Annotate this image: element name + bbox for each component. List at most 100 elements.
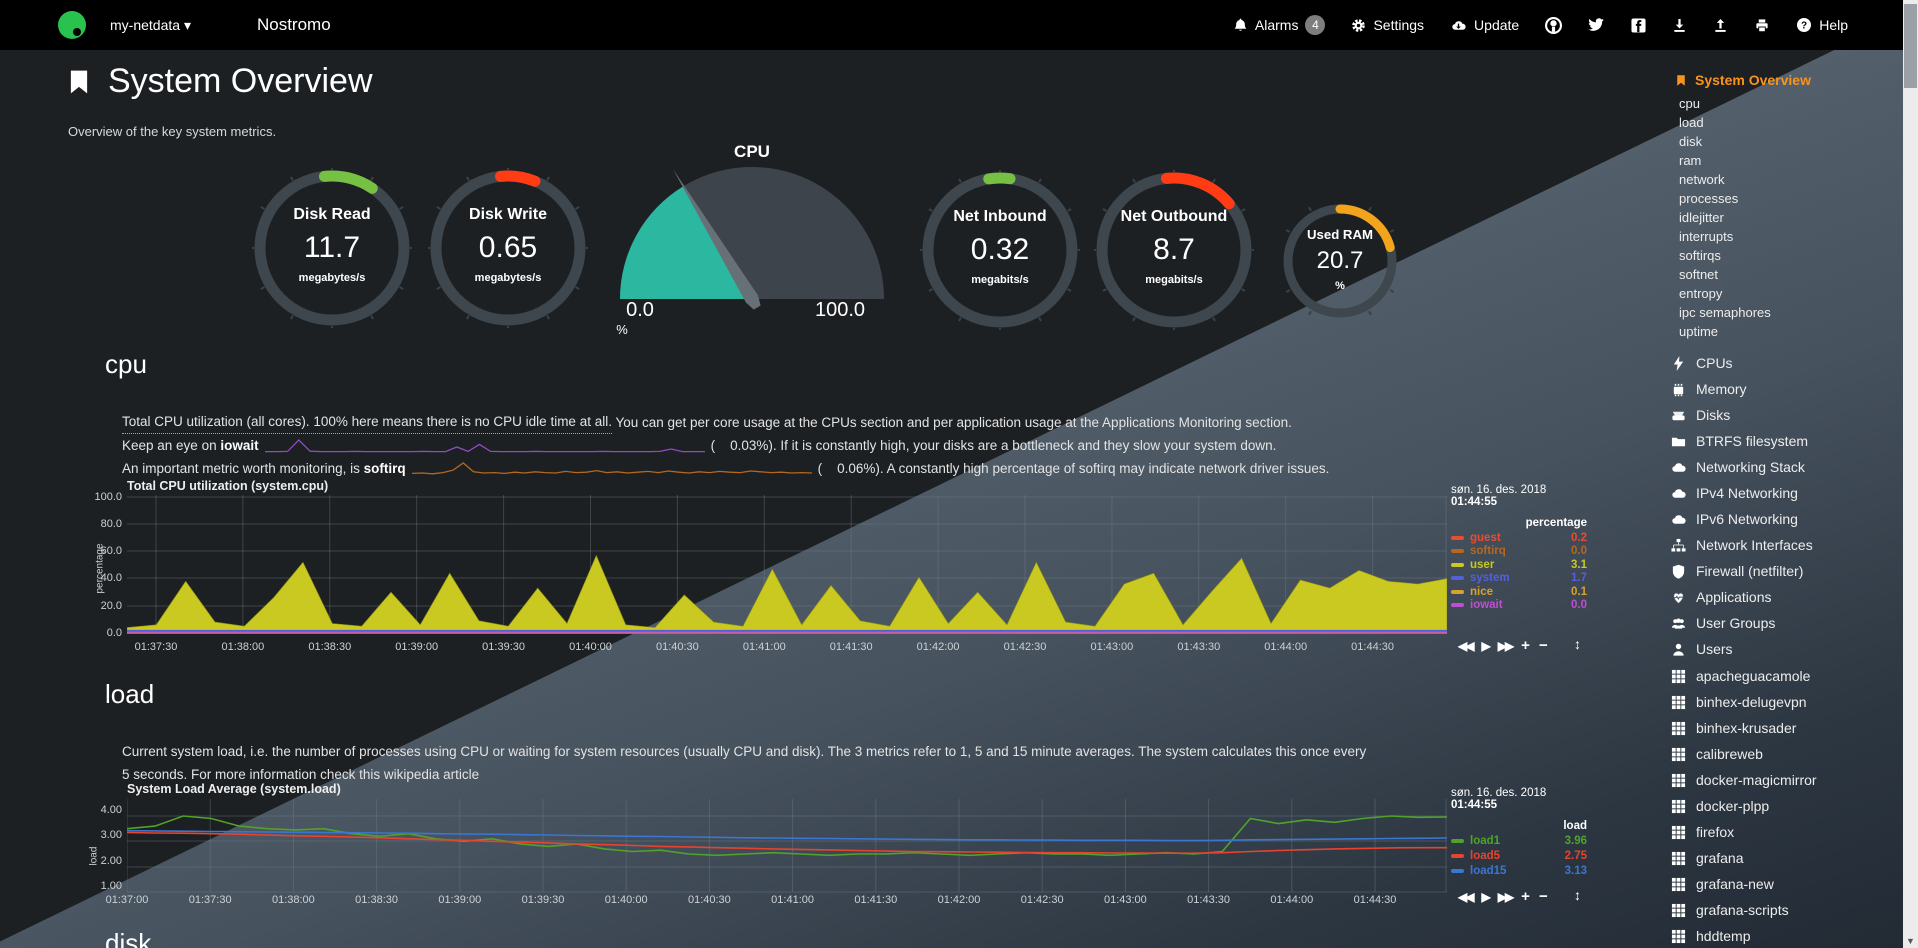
sidebar-section-label: BTRFS filesystem (1696, 433, 1809, 449)
cpu-desc-rest: You can get per core usage at the CPUs s… (611, 414, 1292, 430)
bolt-icon (1671, 356, 1686, 371)
sidebar-item-interrupts[interactable]: interrupts (1679, 227, 1771, 246)
play-button[interactable]: ▶ (1481, 889, 1490, 904)
scrollbar-thumb[interactable] (1904, 4, 1917, 88)
legend-row-softirq[interactable]: softirq 0.0 (1451, 545, 1587, 558)
sidebar-item-users[interactable]: Users (1671, 636, 1813, 662)
sidebar-item-entropy[interactable]: entropy (1679, 284, 1771, 303)
sidebar-item-disks[interactable]: Disks (1671, 402, 1813, 428)
disk-write-gauge[interactable]: Disk Write 0.65 megabytes/s (428, 168, 588, 328)
sidebar-subitem-label: interrupts (1679, 229, 1734, 244)
cpu-description-line1: Total CPU utilization (all cores). 100% … (122, 410, 1422, 434)
sidebar-item-hddtemp[interactable]: hddtemp (1671, 923, 1817, 948)
legend-row-user[interactable]: user 3.1 (1451, 559, 1587, 572)
sidebar-item-ram[interactable]: ram (1679, 151, 1771, 170)
cpu-description-line2: Keep an eye on iowait( 0.03%). If it is … (122, 434, 1422, 457)
sidebar-item-ipc-semaphores[interactable]: ipc semaphores (1679, 303, 1771, 322)
x-tick-label: 01:41:30 (829, 641, 873, 653)
play-button[interactable]: ▶ (1481, 638, 1490, 653)
settings-label: Settings (1373, 17, 1425, 33)
sidebar-item-btrfs-filesystem[interactable]: BTRFS filesystem (1671, 428, 1813, 454)
sidebar-item-docker-magicmirror[interactable]: docker-magicmirror (1671, 767, 1817, 793)
sidebar-item-load[interactable]: load (1679, 113, 1771, 132)
twitter-icon (1588, 17, 1605, 33)
y-tick-label: 20.0 (100, 600, 122, 612)
sidebar-item-disk[interactable]: disk (1679, 132, 1771, 151)
load-chart[interactable] (127, 799, 1447, 898)
sidebar-item-applications[interactable]: Applications (1671, 584, 1813, 610)
legend-row-guest[interactable]: guest 0.2 (1451, 532, 1587, 545)
sidebar-item-cpu[interactable]: cpu (1679, 94, 1771, 113)
net-inbound-gauge[interactable]: Net Inbound 0.32 megabits/s (920, 170, 1080, 330)
cpu-chart-resize-handle[interactable]: ↕ (1574, 636, 1581, 652)
pan-backward-button[interactable]: ◀◀ (1458, 889, 1475, 904)
page-scrollbar[interactable]: ▼ (1903, 0, 1918, 948)
sidebar-item-calibreweb[interactable]: calibreweb (1671, 741, 1817, 767)
sidebar-item-networking-stack[interactable]: Networking Stack (1671, 454, 1813, 480)
load-chart-title: System Load Average (system.load) (127, 782, 341, 796)
sidebar-item-network[interactable]: network (1679, 170, 1771, 189)
load-chart-resize-handle[interactable]: ↕ (1574, 887, 1581, 903)
github-button[interactable] (1545, 16, 1563, 34)
net-outbound-gauge[interactable]: Net Outbound 8.7 megabits/s (1094, 170, 1254, 330)
x-tick-label: 01:38:30 (355, 894, 398, 906)
pan-backward-button[interactable]: ◀◀ (1458, 638, 1475, 653)
sidebar-item-uptime[interactable]: uptime (1679, 322, 1771, 341)
settings-button[interactable]: Settings (1351, 17, 1424, 33)
sidebar-item-ipv4-networking[interactable]: IPv4 Networking (1671, 480, 1813, 506)
sidebar-item-firefox[interactable]: firefox (1671, 819, 1817, 845)
netdata-logo[interactable] (58, 11, 86, 39)
sidebar-item-firewall-netfilter-[interactable]: Firewall (netfilter) (1671, 558, 1813, 584)
scrollbar-down-arrow[interactable]: ▼ (1906, 936, 1915, 946)
sidebar-item-ipv6-networking[interactable]: IPv6 Networking (1671, 506, 1813, 532)
import-button[interactable] (1713, 18, 1728, 33)
gauge-unit: % (1335, 280, 1345, 293)
sidebar-item-network-interfaces[interactable]: Network Interfaces (1671, 532, 1813, 558)
zoom-out-button[interactable]: − (1538, 888, 1548, 905)
cpu-gauge[interactable] (602, 165, 902, 337)
sidebar-item-softirqs[interactable]: softirqs (1679, 246, 1771, 265)
update-button[interactable]: Update (1450, 17, 1519, 33)
disk-read-gauge[interactable]: Disk Read 11.7 megabytes/s (252, 168, 412, 328)
sidebar-item-system-overview[interactable]: System Overview (1675, 72, 1811, 88)
legend-row-system[interactable]: system 1.7 (1451, 572, 1587, 585)
sidebar-item-memory[interactable]: Memory (1671, 376, 1813, 402)
cpu-chart[interactable] (127, 495, 1447, 637)
sidebar-item-apacheguacamole[interactable]: apacheguacamole (1671, 663, 1817, 689)
sidebar-item-user-groups[interactable]: User Groups (1671, 610, 1813, 636)
legend-row-load1[interactable]: load1 3.96 (1451, 835, 1587, 848)
legend-row-nice[interactable]: nice 0.1 (1451, 586, 1587, 599)
cpu-chart-legend: søn. 16. des. 2018 01:44:55 percentage gues… (1451, 484, 1587, 611)
zoom-out-button[interactable]: − (1538, 637, 1548, 654)
sidebar-item-processes[interactable]: processes (1679, 189, 1771, 208)
sidebar-item-binhex-krusader[interactable]: binhex-krusader (1671, 715, 1817, 741)
sidebar-item-softnet[interactable]: softnet (1679, 265, 1771, 284)
used-ram-gauge[interactable]: Used RAM 20.7% (1282, 203, 1398, 319)
sidebar-item-grafana-new[interactable]: grafana-new (1671, 871, 1817, 897)
gauge-value: 0.32 (970, 233, 1030, 266)
sidebar-item-grafana[interactable]: grafana (1671, 845, 1817, 871)
help-button[interactable]: ? Help (1796, 17, 1848, 33)
sidebar-item-idlejitter[interactable]: idlejitter (1679, 208, 1771, 227)
caret-down-icon: ▾ (183, 16, 191, 33)
print-button[interactable] (1754, 18, 1770, 33)
sidebar-item-docker-plpp[interactable]: docker-plpp (1671, 793, 1817, 819)
upload-icon (1713, 18, 1728, 33)
alarms-button[interactable]: Alarms 4 (1233, 15, 1326, 35)
my-netdata-menu[interactable]: my-netdata ▾ (110, 17, 191, 34)
legend-row-load15[interactable]: load15 3.13 (1451, 865, 1587, 878)
pan-forward-button[interactable]: ▶▶ (1497, 638, 1515, 653)
facebook-button[interactable] (1631, 17, 1646, 33)
legend-time: 01:44:55 (1451, 799, 1498, 811)
zoom-in-button[interactable]: + (1521, 888, 1530, 905)
sidebar-item-cpus[interactable]: CPUs (1671, 350, 1813, 376)
pan-forward-button[interactable]: ▶▶ (1497, 889, 1515, 904)
twitter-button[interactable] (1588, 17, 1605, 33)
export-button[interactable] (1672, 18, 1687, 33)
sidebar-item-grafana-scripts[interactable]: grafana-scripts (1671, 897, 1817, 923)
folder-icon (1671, 434, 1686, 449)
zoom-in-button[interactable]: + (1521, 637, 1530, 654)
sidebar-item-binhex-delugevpn[interactable]: binhex-delugevpn (1671, 689, 1817, 715)
legend-row-iowait[interactable]: iowait 0.0 (1451, 599, 1587, 612)
legend-row-load5[interactable]: load5 2.75 (1451, 850, 1587, 863)
